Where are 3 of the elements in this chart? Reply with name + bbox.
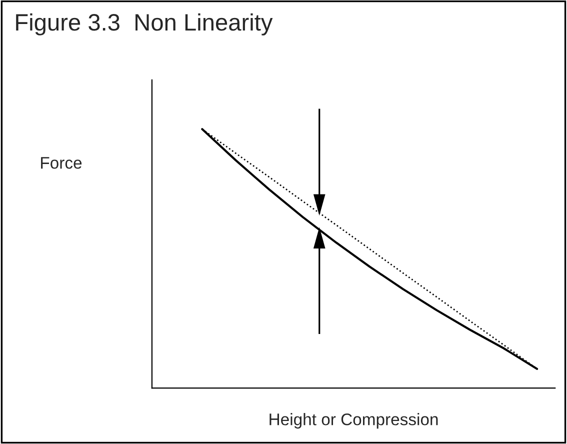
y-axis-title: Force — [41, 157, 82, 169]
x-axis-title: Height or Compression — [270, 413, 438, 429]
chart-title: Figure 3.3 Non Linearity — [16, 13, 273, 36]
